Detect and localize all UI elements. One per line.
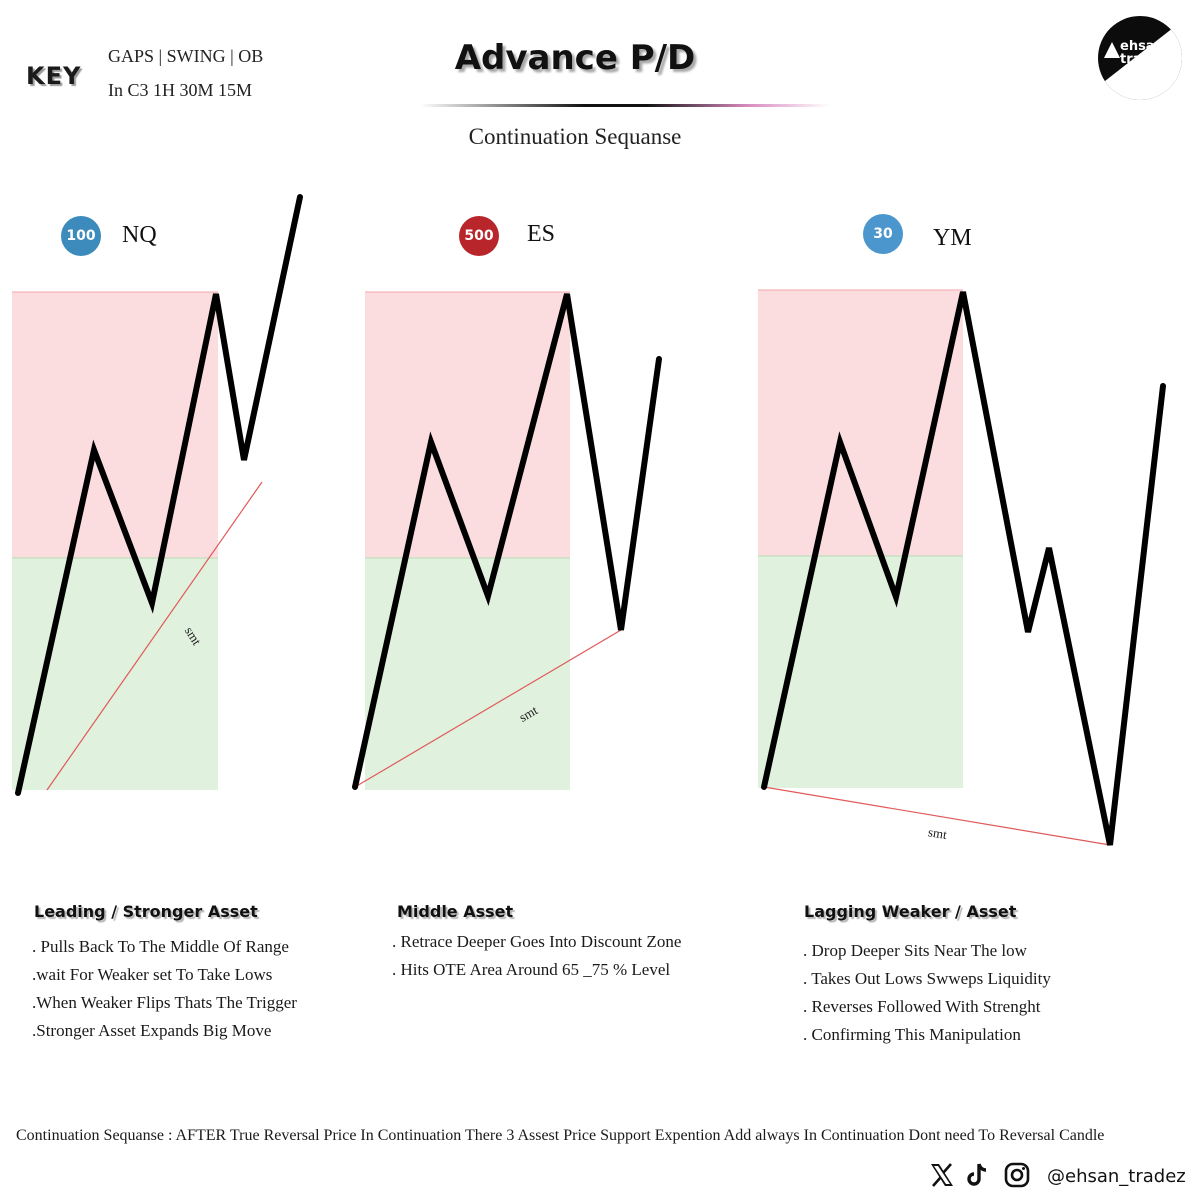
page-title: Advance P/D: [454, 38, 696, 78]
ym-smt-label: smt: [927, 824, 948, 842]
nq-badge: 100: [61, 216, 101, 256]
nq-symbol: NQ: [122, 222, 157, 248]
nq-bullet-3: .When Weaker Flips Thats The Trigger: [32, 993, 297, 1012]
nq-heading: Leading / Stronger Asset: [34, 902, 258, 921]
key-label: KEY: [26, 62, 82, 90]
ym-bullet-1: . Drop Deeper Sits Near The low: [803, 941, 1027, 960]
ym-symbol: YM: [933, 225, 972, 251]
ym-bullet-3: . Reverses Followed With Strenght: [803, 997, 1041, 1016]
tiktok-icon[interactable]: [962, 1160, 992, 1190]
pd-diagram: smt smt smt: [12, 194, 1166, 846]
es-symbol: ES: [527, 221, 556, 247]
es-heading: Middle Asset: [397, 902, 514, 921]
logo-triangle-icon: [1104, 42, 1120, 58]
es-bullet-2: . Hits OTE Area Around 65 _75 % Level: [392, 960, 671, 979]
es-bullet-1: . Retrace Deeper Goes Into Discount Zone: [392, 932, 682, 951]
logo-text-1: ehsan: [1120, 39, 1164, 54]
nq-bullet-2: .wait For Weaker set To Take Lows: [32, 965, 273, 984]
nq-smt-line: [46, 481, 263, 791]
ym-heading: Lagging Weaker / Asset: [804, 902, 1017, 921]
ym-smt-line: [763, 786, 1111, 846]
title-divider: [420, 104, 830, 107]
ym-bullet-2: . Takes Out Lows Swweps Liquidity: [803, 969, 1051, 988]
es-price-path: [352, 293, 662, 790]
es-badge: 500: [459, 216, 499, 256]
es-smt-line: [354, 629, 622, 788]
ym-price-path: [761, 291, 1166, 846]
key-line-1: GAPS | SWING | OB: [108, 46, 264, 66]
ym-bullet-4: . Confirming This Manipulation: [803, 1025, 1021, 1044]
page-subtitle: Continuation Sequanse: [468, 124, 682, 149]
social-handle[interactable]: @ehsan_tradez: [1047, 1166, 1186, 1187]
nq-price-path: [15, 194, 303, 796]
nq-bullet-4: .Stronger Asset Expands Big Move: [32, 1021, 272, 1040]
es-premium-zone: [365, 292, 570, 558]
nq-bullet-1: . Pulls Back To The Middle Of Range: [32, 937, 289, 956]
ym-premium-zone: [758, 290, 963, 556]
brand-logo: ehsan tradez: [1098, 16, 1182, 100]
key-line-2: In C3 1H 30M 15M: [108, 80, 253, 100]
x-icon[interactable]: [927, 1160, 957, 1190]
ym-badge: 30: [863, 214, 903, 254]
logo-text-2: tradez: [1120, 52, 1168, 67]
instagram-icon[interactable]: [1002, 1160, 1032, 1190]
footer-note: Continuation Sequanse : AFTER True Rever…: [16, 1127, 1105, 1144]
